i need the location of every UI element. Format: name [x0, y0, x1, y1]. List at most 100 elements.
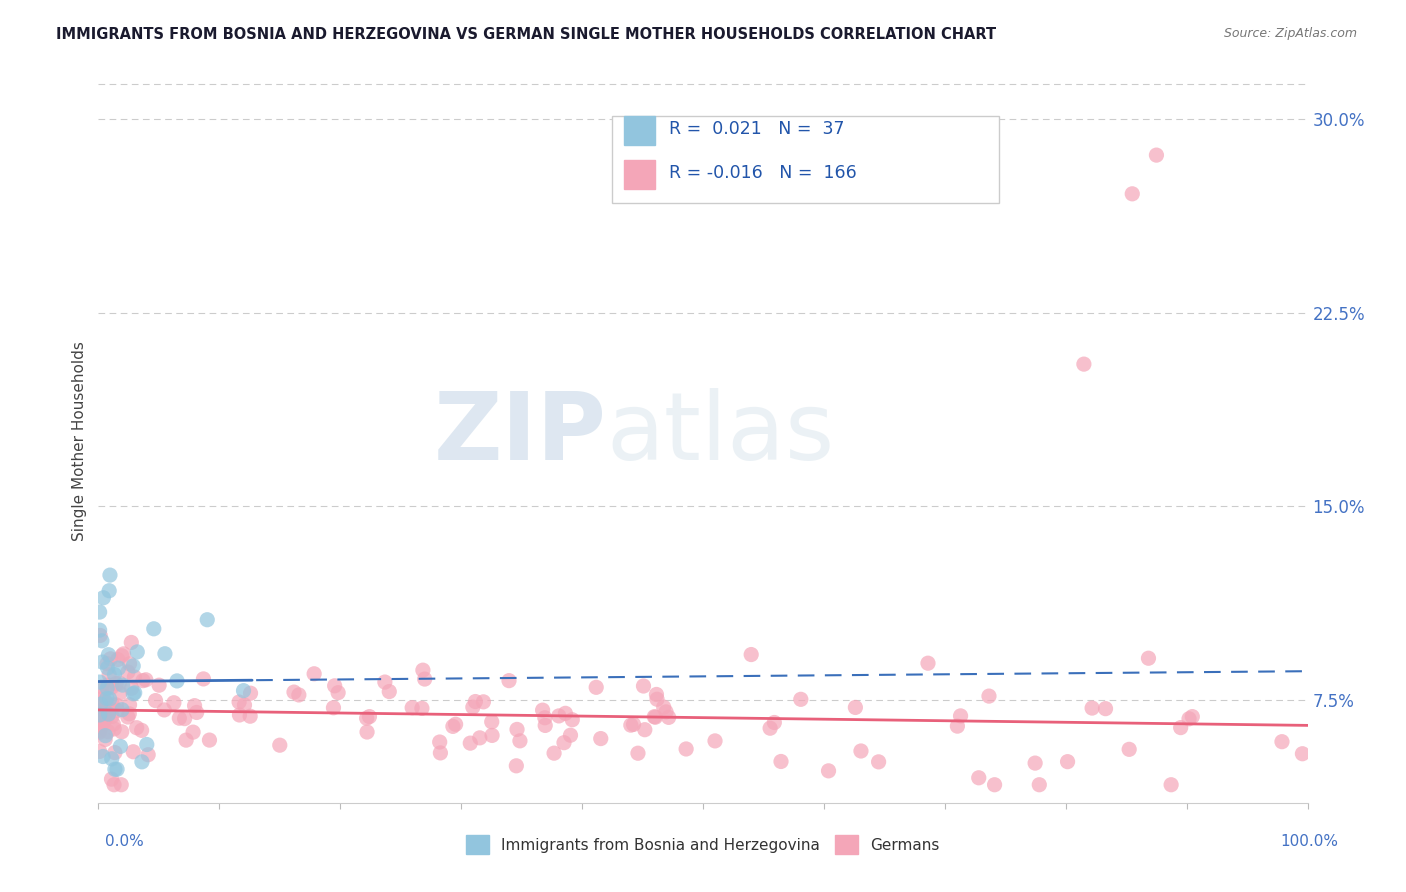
- Point: [124, 686, 146, 700]
- Point: [1160, 778, 1182, 792]
- Point: [472, 695, 495, 709]
- Point: [91, 713, 114, 727]
- Point: [1137, 651, 1160, 665]
- Point: [585, 681, 607, 695]
- Point: [374, 675, 396, 690]
- Point: [101, 680, 124, 694]
- Point: [96, 681, 118, 695]
- Point: [105, 703, 128, 717]
- Point: [644, 710, 666, 724]
- Point: [553, 736, 575, 750]
- Point: [645, 688, 668, 702]
- Point: [121, 681, 143, 696]
- Point: [967, 771, 990, 785]
- Point: [97, 724, 120, 739]
- Point: [94, 732, 117, 747]
- Point: [623, 717, 645, 731]
- Point: [458, 736, 481, 750]
- Point: [89, 708, 111, 723]
- Point: [108, 676, 131, 690]
- Point: [100, 772, 122, 786]
- Point: [468, 731, 491, 745]
- Point: [193, 672, 215, 686]
- Point: [153, 703, 176, 717]
- Point: [652, 700, 675, 714]
- Text: 100.0%: 100.0%: [1281, 834, 1339, 848]
- Point: [89, 723, 111, 738]
- Point: [118, 706, 141, 721]
- Point: [506, 723, 529, 737]
- Point: [1056, 755, 1078, 769]
- Point: [322, 700, 344, 714]
- Point: [759, 721, 782, 735]
- Point: [441, 719, 464, 733]
- Point: [89, 605, 111, 619]
- Text: atlas: atlas: [606, 388, 835, 480]
- Point: [132, 673, 155, 688]
- Point: [98, 568, 121, 582]
- Point: [89, 717, 111, 731]
- Point: [844, 700, 866, 714]
- Point: [120, 635, 142, 649]
- Point: [983, 778, 1005, 792]
- Point: [769, 755, 792, 769]
- Point: [356, 711, 378, 725]
- Point: [107, 661, 129, 675]
- Point: [97, 661, 120, 675]
- Point: [103, 778, 125, 792]
- Point: [105, 676, 128, 690]
- Point: [118, 698, 141, 712]
- Point: [103, 717, 125, 731]
- Point: [122, 687, 145, 701]
- Point: [181, 725, 204, 739]
- Point: [302, 666, 325, 681]
- Text: 0.0%: 0.0%: [105, 834, 145, 848]
- Point: [543, 746, 565, 760]
- Point: [97, 709, 120, 723]
- Point: [89, 628, 111, 642]
- Point: [89, 623, 111, 637]
- Point: [627, 746, 650, 760]
- Point: [100, 752, 122, 766]
- Point: [1271, 734, 1294, 748]
- Text: IMMIGRANTS FROM BOSNIA AND HERZEGOVINA VS GERMAN SINGLE MOTHER HOUSEHOLDS CORREL: IMMIGRANTS FROM BOSNIA AND HERZEGOVINA V…: [56, 27, 997, 42]
- Point: [411, 701, 433, 715]
- Point: [378, 684, 401, 698]
- Point: [91, 749, 114, 764]
- Point: [93, 591, 115, 605]
- Point: [127, 645, 149, 659]
- Point: [740, 648, 762, 662]
- Point: [620, 718, 643, 732]
- Point: [122, 659, 145, 673]
- Point: [100, 652, 122, 666]
- Point: [359, 709, 381, 723]
- Point: [232, 683, 254, 698]
- Point: [1181, 709, 1204, 723]
- Point: [91, 655, 114, 669]
- Point: [98, 701, 121, 715]
- Point: [1024, 756, 1046, 770]
- Point: [534, 711, 557, 725]
- Point: [93, 714, 115, 729]
- Point: [174, 733, 197, 747]
- Point: [111, 648, 134, 663]
- Point: [131, 723, 153, 738]
- Point: [645, 692, 668, 706]
- Point: [239, 709, 262, 723]
- Point: [105, 762, 128, 776]
- Point: [531, 703, 554, 717]
- Point: [98, 667, 121, 681]
- Point: [977, 689, 1000, 703]
- Point: [763, 715, 786, 730]
- Point: [112, 647, 135, 661]
- Point: [90, 633, 112, 648]
- Point: [183, 698, 205, 713]
- FancyBboxPatch shape: [613, 117, 1000, 203]
- Point: [107, 652, 129, 666]
- Point: [643, 709, 665, 723]
- Point: [90, 680, 112, 694]
- Point: [91, 689, 114, 703]
- Point: [283, 685, 305, 699]
- Legend: Immigrants from Bosnia and Herzegovina, Germans: Immigrants from Bosnia and Herzegovina, …: [460, 830, 946, 860]
- Point: [198, 733, 221, 747]
